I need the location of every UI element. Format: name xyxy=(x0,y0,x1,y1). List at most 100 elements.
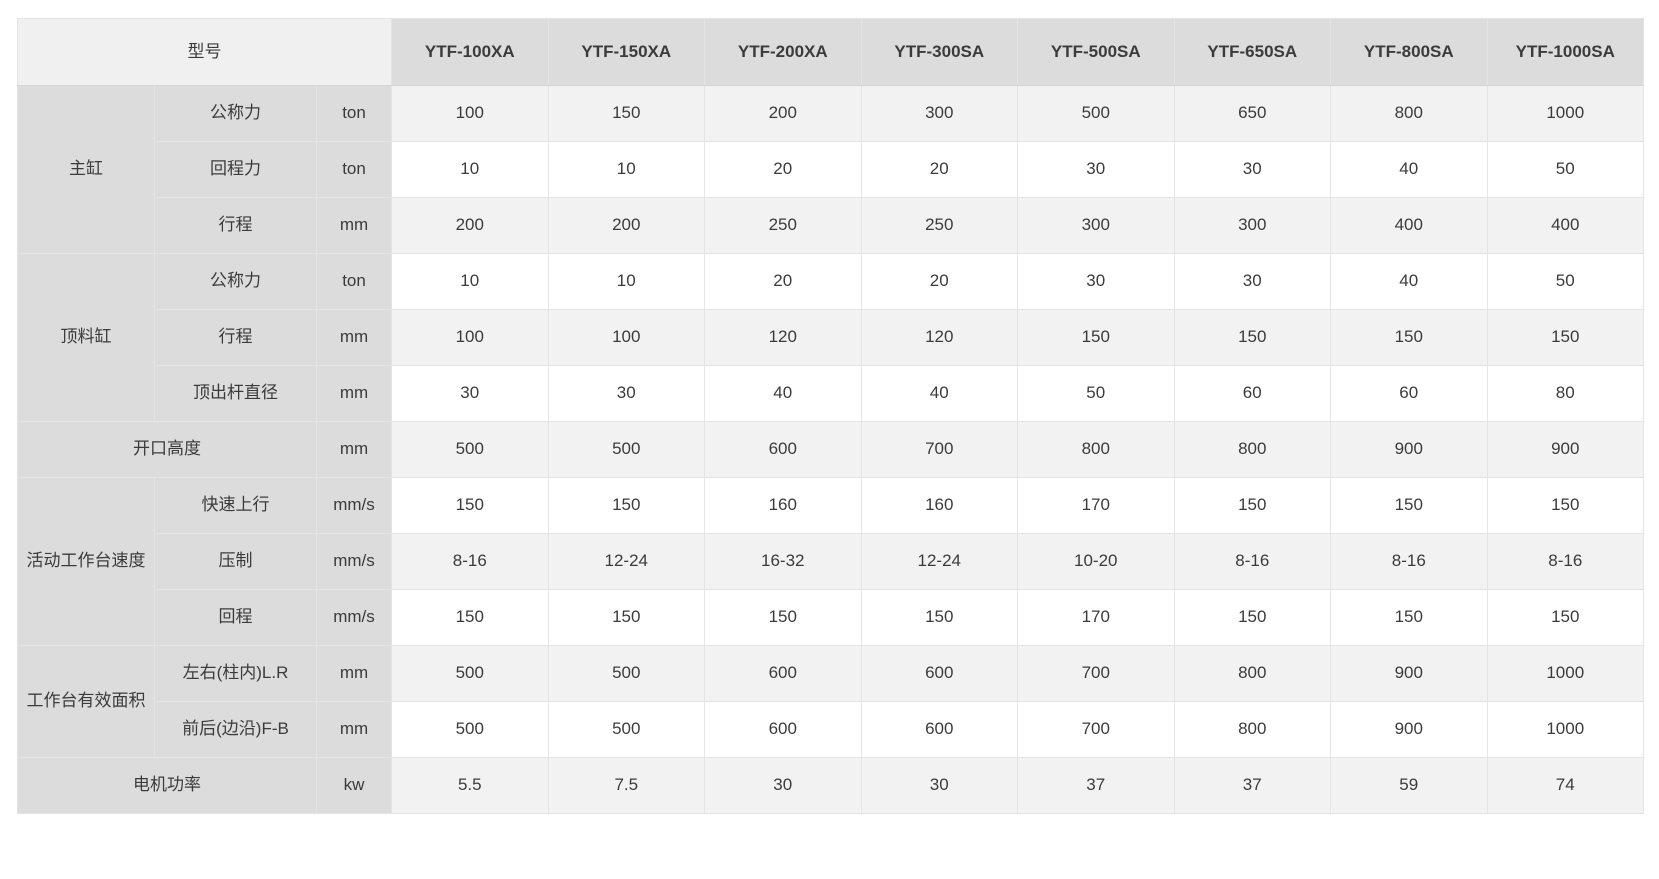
table-row: 开口高度 mm 500 500 600 700 800 800 900 900 xyxy=(17,421,1645,478)
table-row: 工作台有效面积 左右(柱内)L.R mm 500 500 600 600 700 800 900 1… xyxy=(17,645,1645,758)
spec-value-cell: 8-16 xyxy=(1330,533,1488,590)
spec-value-cell: 500 xyxy=(391,645,549,702)
spec-value-cell: 50 xyxy=(1017,365,1175,422)
spec-value-cell: 200 xyxy=(704,85,862,142)
spec-value-cell: 150 xyxy=(1173,309,1332,366)
unit-label: mm xyxy=(315,645,393,702)
spec-value-cell: 700 xyxy=(860,421,1019,478)
spec-value-cell: 400 xyxy=(1330,197,1488,254)
spec-value-cell: 10 xyxy=(391,141,549,198)
unit-label: ton xyxy=(315,141,393,198)
spec-value-cell: 500 xyxy=(391,421,549,478)
spec-value-cell: 900 xyxy=(1330,421,1488,478)
spec-value-cell: 40 xyxy=(1330,253,1488,310)
press-specification-table: 型号 YTF-100XA YTF-150XA YTF-200XA YTF-300SA YT… xyxy=(16,18,1645,814)
spec-value-cell: 16-32 xyxy=(704,533,862,590)
model-corner-label: 型号 xyxy=(16,18,393,86)
spec-value-cell: 30 xyxy=(1173,141,1332,198)
spec-value-cell: 800 xyxy=(1173,645,1332,702)
spec-value-cell: 50 xyxy=(1486,253,1645,310)
spec-value-cell: 150 xyxy=(1330,589,1488,646)
spec-value-cell: 150 xyxy=(1486,589,1645,646)
spec-value-cell: 40 xyxy=(860,365,1019,422)
spec-value-cell: 800 xyxy=(1173,421,1332,478)
spec-value-cell: 300 xyxy=(1017,197,1175,254)
model-column-header: YTF-150XA xyxy=(547,18,706,86)
spec-value-cell: 500 xyxy=(547,701,706,758)
spec-value-cell: 40 xyxy=(704,365,862,422)
spec-value-cell: 8-16 xyxy=(1173,533,1332,590)
spec-value-cell: 37 xyxy=(1173,757,1332,814)
unit-label: mm/s xyxy=(315,533,393,590)
spec-value-cell: 250 xyxy=(704,197,862,254)
spec-value-cell: 30 xyxy=(1017,141,1175,198)
spec-value-cell: 80 xyxy=(1486,365,1645,422)
table-row: 行程 mm 100 100 120 120 150 150 150 150 xyxy=(18,309,1645,366)
table-row: 压制 mm/s 8-16 12-24 16-32 12-24 10-20 8-16 8-16 8-… xyxy=(18,533,1645,590)
spec-value-cell: 150 xyxy=(1173,477,1332,534)
parameter-label: 压制 xyxy=(154,533,317,590)
spec-value-cell: 800 xyxy=(1173,701,1332,758)
row-label: 电机功率 xyxy=(17,757,317,814)
spec-value-cell: 7.5 xyxy=(547,757,706,814)
spec-value-cell: 20 xyxy=(860,253,1019,310)
spec-value-cell: 600 xyxy=(704,645,862,702)
table-row: 主缸 公称力 ton 100 150 200 300 500 650 800 1000 xyxy=(17,85,1645,254)
spec-value-cell: 300 xyxy=(1173,197,1332,254)
spec-value-cell: 60 xyxy=(1173,365,1332,422)
parameter-label: 前后(边沿)F-B xyxy=(154,701,317,758)
spec-value-cell: 10 xyxy=(391,253,549,310)
spec-value-cell: 800 xyxy=(1017,421,1175,478)
spec-value-cell: 600 xyxy=(860,645,1019,702)
unit-label: mm xyxy=(315,701,393,758)
spec-value-cell: 900 xyxy=(1330,701,1488,758)
spec-value-cell: 500 xyxy=(547,645,706,702)
parameter-label: 行程 xyxy=(154,309,317,366)
unit-label: mm xyxy=(315,309,393,366)
table-header-row: 型号 YTF-100XA YTF-150XA YTF-200XA YTF-300SA YT… xyxy=(16,18,1645,86)
unit-label: mm/s xyxy=(315,589,393,646)
parameter-label: 公称力 xyxy=(154,85,317,142)
spec-value-cell: 800 xyxy=(1330,85,1488,142)
spec-value-cell: 160 xyxy=(860,477,1019,534)
spec-value-cell: 900 xyxy=(1330,645,1488,702)
spec-value-cell: 150 xyxy=(547,85,706,142)
spec-value-cell: 10-20 xyxy=(1017,533,1175,590)
spec-value-cell: 30 xyxy=(547,365,706,422)
spec-value-cell: 500 xyxy=(1017,85,1175,142)
model-column-header: YTF-300SA xyxy=(860,18,1019,86)
spec-value-cell: 600 xyxy=(860,701,1019,758)
spec-value-cell: 150 xyxy=(1486,477,1645,534)
spec-value-cell: 100 xyxy=(547,309,706,366)
spec-value-cell: 500 xyxy=(391,701,549,758)
spec-value-cell: 10 xyxy=(547,141,706,198)
spec-value-cell: 30 xyxy=(1173,253,1332,310)
spec-value-cell: 30 xyxy=(704,757,862,814)
model-column-header: YTF-800SA xyxy=(1330,18,1488,86)
row-group-label: 顶料缸 xyxy=(17,253,155,422)
spec-value-cell: 900 xyxy=(1486,421,1645,478)
spec-value-cell: 150 xyxy=(1173,589,1332,646)
unit-label: mm xyxy=(315,197,393,254)
row-label: 开口高度 xyxy=(17,421,317,478)
spec-value-cell: 12-24 xyxy=(547,533,706,590)
spec-value-cell: 30 xyxy=(860,757,1019,814)
spec-value-cell: 100 xyxy=(391,85,549,142)
spec-value-cell: 160 xyxy=(704,477,862,534)
parameter-label: 回程 xyxy=(154,589,317,646)
spec-value-cell: 700 xyxy=(1017,645,1175,702)
spec-value-cell: 150 xyxy=(391,477,549,534)
spec-value-cell: 600 xyxy=(704,421,862,478)
spec-value-cell: 40 xyxy=(1330,141,1488,198)
spec-value-cell: 30 xyxy=(391,365,549,422)
model-column-header: YTF-100XA xyxy=(391,18,549,86)
model-column-header: YTF-500SA xyxy=(1017,18,1175,86)
model-column-header: YTF-200XA xyxy=(704,18,862,86)
model-column-header: YTF-650SA xyxy=(1173,18,1332,86)
row-group-label: 活动工作台速度 xyxy=(17,477,155,646)
unit-label: mm/s xyxy=(315,477,393,534)
spec-value-cell: 250 xyxy=(860,197,1019,254)
row-group-label: 工作台有效面积 xyxy=(17,645,155,758)
table-row: 活动工作台速度 快速上行 mm/s 150 150 160 160 170 150 150 150 xyxy=(17,477,1645,646)
spec-value-cell: 100 xyxy=(391,309,549,366)
